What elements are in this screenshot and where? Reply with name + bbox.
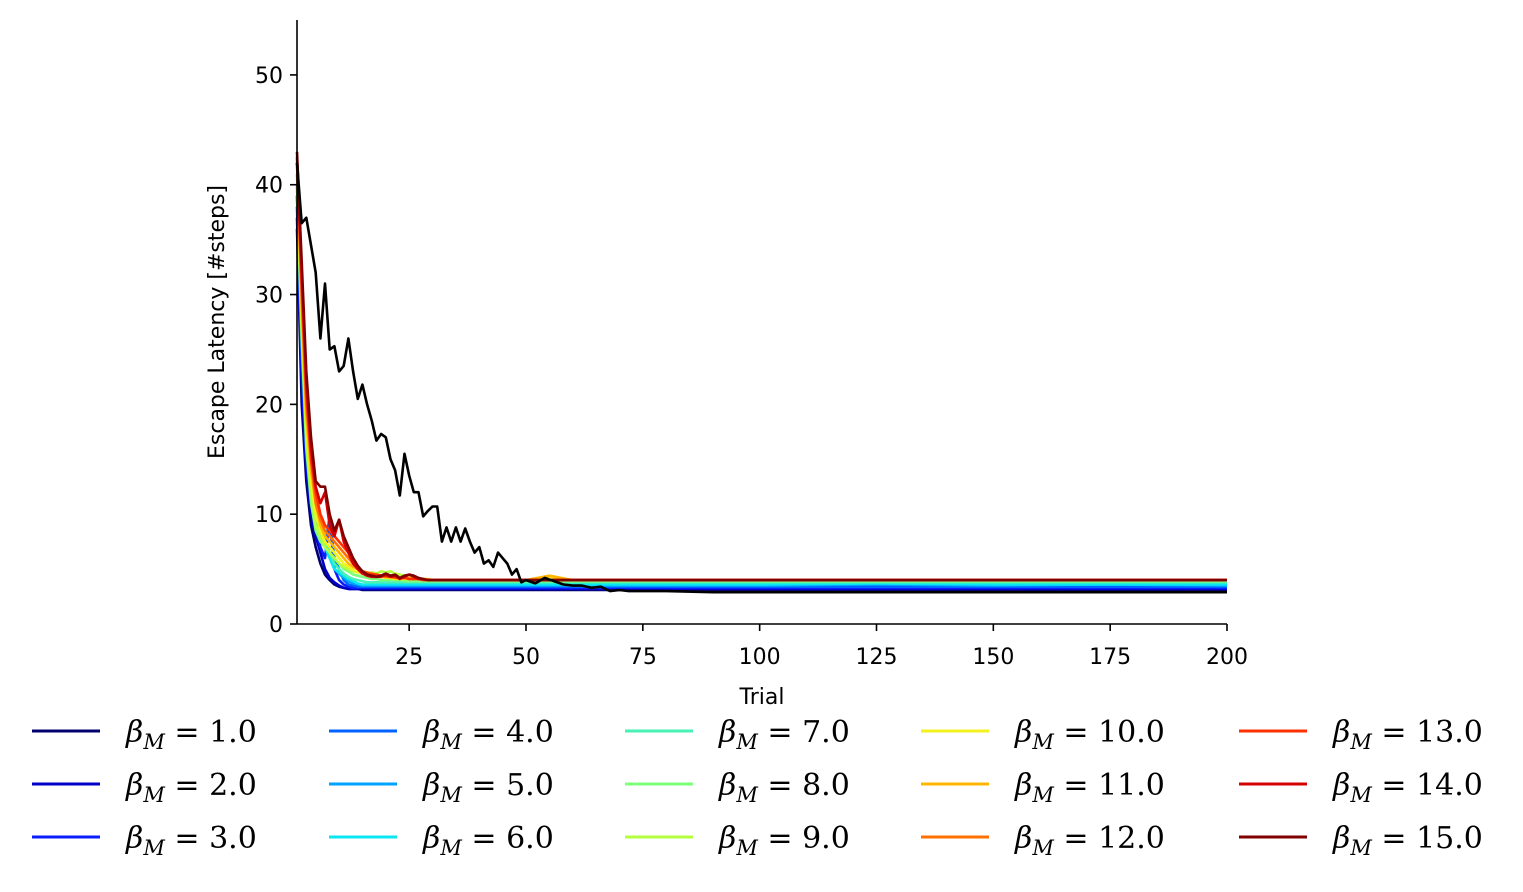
legend-label: βM = 15.0: [1332, 821, 1483, 860]
legend-label: βM = 2.0: [125, 768, 257, 807]
series-line: [295, 184, 1227, 583]
legend-label: βM = 11.0: [1014, 768, 1165, 807]
series-line: [295, 173, 1227, 582]
series-line: [295, 162, 1227, 582]
legend-label: βM = 8.0: [718, 768, 850, 807]
legend-label: βM = 13.0: [1332, 715, 1483, 754]
y-tick-label: 10: [255, 503, 283, 528]
baseline-line: [295, 162, 1227, 594]
series-line: [295, 195, 1227, 589]
series-line: [295, 173, 1227, 582]
series-line: [295, 157, 1227, 582]
series-line: [295, 184, 1227, 582]
x-tick-label: 125: [855, 645, 897, 670]
legend-label: βM = 10.0: [1014, 715, 1165, 754]
legend-label: βM = 12.0: [1014, 821, 1165, 860]
y-tick-label: 40: [255, 174, 283, 199]
legend-label: βM = 5.0: [422, 768, 554, 807]
series-line: [295, 184, 1227, 586]
legend-label: βM = 4.0: [422, 715, 554, 754]
series-line: [295, 184, 1227, 584]
y-ticks: 0 10 20 30 40 50: [255, 64, 297, 638]
series-line: [295, 228, 1227, 592]
legend-label: βM = 1.0: [125, 715, 257, 754]
y-tick-label: 50: [255, 64, 283, 89]
y-tick-label: 0: [269, 613, 283, 638]
x-axis-label: Trial: [739, 685, 785, 710]
x-tick-label: 200: [1206, 645, 1248, 670]
y-tick-label: 30: [255, 284, 283, 309]
legend-label: βM = 14.0: [1332, 768, 1483, 807]
x-tick-label: 50: [512, 645, 540, 670]
x-tick-label: 100: [739, 645, 781, 670]
series-line: [295, 151, 1227, 582]
y-tick-label: 20: [255, 393, 283, 418]
series-line: [295, 162, 1227, 582]
series-line: [295, 195, 1228, 587]
series-line: [295, 206, 1227, 590]
legend-label: βM = 3.0: [125, 821, 257, 860]
x-ticks: 25 50 75 100 125 150 175 200: [395, 624, 1248, 670]
x-tick-label: 150: [972, 645, 1014, 670]
legend-label: βM = 6.0: [422, 821, 554, 860]
legend: βM = 1.0 βM = 2.0 βM = 3.0 βM = 4.0 βM = 5.0…: [32, 715, 1483, 860]
x-tick-label: 75: [629, 645, 657, 670]
x-tick-label: 175: [1089, 645, 1131, 670]
y-axis-label: Escape Latency [#steps]: [205, 185, 230, 459]
x-tick-label: 25: [395, 645, 423, 670]
legend-label: βM = 7.0: [718, 715, 850, 754]
plot-lines: [295, 151, 1228, 594]
legend-label: βM = 9.0: [718, 821, 850, 860]
series-line: [295, 217, 1227, 591]
